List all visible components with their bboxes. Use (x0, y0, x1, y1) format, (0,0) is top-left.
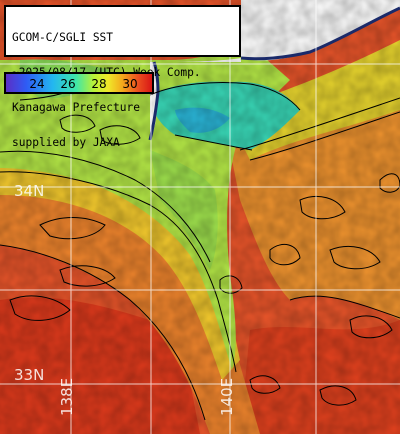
colorbar-label-30: 30 (122, 77, 138, 91)
lat-label-34n: 34N (14, 182, 45, 200)
contour-loop (349, 315, 393, 339)
contour-loop (319, 385, 357, 406)
contour-line (249, 111, 400, 161)
contour-loop (269, 243, 301, 266)
title-box: GCOM-C/SGLI SST ~2025/08/17 (UTC) Week C… (4, 5, 241, 148)
contour-loop (99, 125, 141, 145)
lon-label-138e: 138E (58, 377, 76, 416)
contour-line (0, 150, 211, 263)
contour-loop (249, 375, 281, 394)
contour-loop (59, 114, 96, 133)
contour-line (174, 134, 253, 151)
sst-contours (0, 71, 400, 421)
contour-line (149, 81, 301, 111)
title-line-satellite: GCOM-C/SGLI SST (12, 31, 114, 45)
coastline-north (240, 6, 400, 61)
lat-label-33n: 33N (14, 366, 45, 384)
contour-loop (39, 217, 106, 240)
colorbar-label-24: 24 (29, 77, 45, 91)
contour-line (239, 97, 400, 151)
color-bar: 24 26 28 30 (4, 72, 154, 94)
colorbar-label-26: 26 (60, 77, 76, 91)
contour-line (0, 171, 237, 373)
lon-label-140e: 140E (218, 377, 236, 416)
title-line-region: Kanagawa Prefecture (12, 100, 140, 114)
contour-line (0, 244, 206, 421)
contour-loop (59, 265, 116, 287)
title-line-supplier: supplied by JAXA (12, 135, 120, 149)
colorbar-label-28: 28 (91, 77, 107, 91)
contour-line (289, 295, 400, 319)
contour-loop (9, 295, 71, 321)
contour-loop (329, 246, 381, 270)
contour-loop (299, 196, 346, 220)
contour-loop (219, 275, 243, 294)
